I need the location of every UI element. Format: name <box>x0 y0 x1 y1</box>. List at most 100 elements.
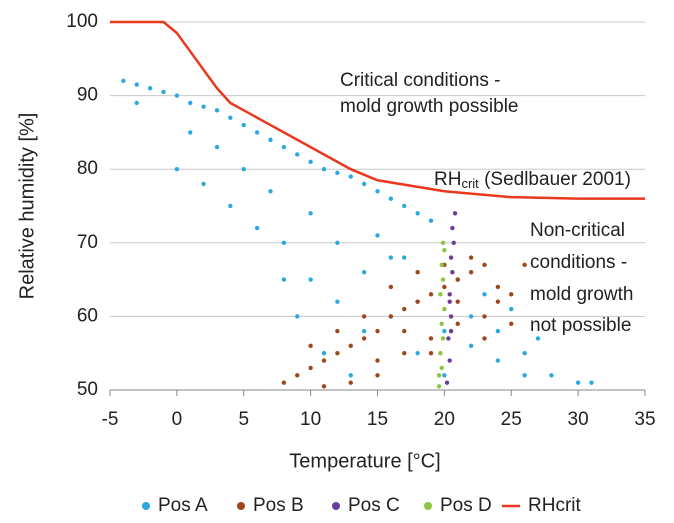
scatter-point <box>450 225 455 231</box>
scatter-point <box>161 89 166 95</box>
scatter-point <box>375 358 380 363</box>
scatter-point <box>522 351 527 356</box>
scatter-point <box>415 351 420 356</box>
scatter-point <box>308 277 313 282</box>
scatter-point <box>438 351 443 356</box>
scatter-point <box>468 314 474 319</box>
scatter-point <box>495 284 501 290</box>
scatter-point <box>361 181 367 187</box>
scatter-point <box>375 373 380 378</box>
scatter-point <box>482 292 487 297</box>
scatter-point <box>335 170 340 176</box>
legend-label: RHcrit <box>528 495 581 516</box>
scatter-point <box>447 358 452 363</box>
scatter-point <box>388 196 394 201</box>
scatter-point <box>241 122 246 128</box>
scatter-point <box>174 167 180 172</box>
scatter-point <box>535 336 541 341</box>
scatter-point <box>308 365 313 371</box>
scatter-point <box>575 380 581 385</box>
scatter-point <box>321 384 327 389</box>
scatter-point <box>402 306 407 312</box>
scatter-point <box>450 270 455 275</box>
scatter-point <box>281 277 287 282</box>
y-tick-label: 90 <box>77 85 98 106</box>
scatter-point <box>335 299 340 304</box>
scatter-point <box>361 328 367 334</box>
scatter-point <box>375 233 380 238</box>
x-tick-label: 20 <box>434 409 455 430</box>
scatter-point <box>214 144 220 150</box>
scatter-point <box>402 328 407 334</box>
rh-crit-line <box>110 20 645 200</box>
scatter-point <box>348 380 353 385</box>
scatter-point <box>228 115 233 120</box>
annotation-part: (Sedlbauer 2001) <box>479 169 631 190</box>
scatter-point <box>436 373 442 378</box>
scatter-point <box>388 314 394 319</box>
scatter-point <box>201 104 206 109</box>
scatter-point <box>268 189 273 194</box>
x-tick-label: -5 <box>102 409 119 430</box>
x-tick-label: 15 <box>367 409 388 430</box>
scatter-point <box>452 211 458 216</box>
scatter-point <box>455 277 460 282</box>
scatter-point <box>281 380 287 385</box>
scatter-point <box>509 321 514 326</box>
scatter-point <box>509 306 514 312</box>
scatter-point <box>455 299 460 304</box>
scatter-point <box>281 144 287 150</box>
x-tick-label: 35 <box>634 409 655 430</box>
legend-label: Pos A <box>158 495 208 516</box>
scatter-point <box>348 343 353 349</box>
scatter-point <box>495 358 501 363</box>
scatter-point <box>348 373 353 378</box>
scatter-point <box>442 247 447 253</box>
y-axis-title: Relative humidity [%] <box>16 113 38 300</box>
scatter-point <box>448 328 454 334</box>
scatter-point <box>482 314 487 319</box>
scatter-point <box>428 292 434 297</box>
scatter-point <box>254 130 260 135</box>
x-tick-label: 10 <box>300 409 321 430</box>
y-tick-label: 60 <box>77 305 98 326</box>
x-tick-label: 5 <box>238 409 249 430</box>
scatter-point <box>134 100 139 106</box>
scatter-point <box>442 373 447 378</box>
scatter-point <box>448 255 454 260</box>
legend-label: Pos D <box>440 495 492 516</box>
scatter-point <box>439 262 444 268</box>
annotation: conditions - <box>530 252 627 273</box>
scatter-point <box>439 365 444 371</box>
scatter-point <box>402 351 407 356</box>
scatter-point <box>174 93 180 98</box>
scatter-point <box>442 306 447 312</box>
scatter-point <box>228 203 233 209</box>
scatter-point <box>438 292 443 297</box>
y-tick-label: 80 <box>77 158 98 179</box>
scatter-point <box>436 384 442 389</box>
scatter-point <box>448 314 454 319</box>
scatter-point <box>308 159 313 165</box>
scatter-point <box>295 314 300 319</box>
scatter-point <box>440 277 446 282</box>
legend-label: Pos B <box>253 495 304 516</box>
scatter-point <box>348 174 353 179</box>
scatter-point <box>482 262 487 268</box>
scatter-point <box>522 373 527 378</box>
scatter-point <box>455 321 460 326</box>
scatter-point <box>241 167 246 172</box>
scatter-point <box>188 130 193 135</box>
x-tick-label: 30 <box>568 409 589 430</box>
scatter-point <box>440 240 446 245</box>
scatter-point <box>440 336 446 341</box>
annotation: Non-critical <box>530 220 625 241</box>
scatter-point <box>428 336 434 341</box>
scatter-point <box>451 240 456 245</box>
scatter-point <box>468 255 474 260</box>
scatter-point <box>442 328 447 334</box>
legend-swatch <box>424 502 432 510</box>
annotation: Critical conditions - <box>340 70 501 91</box>
scatter-point <box>549 373 554 378</box>
scatter-point <box>335 351 340 356</box>
